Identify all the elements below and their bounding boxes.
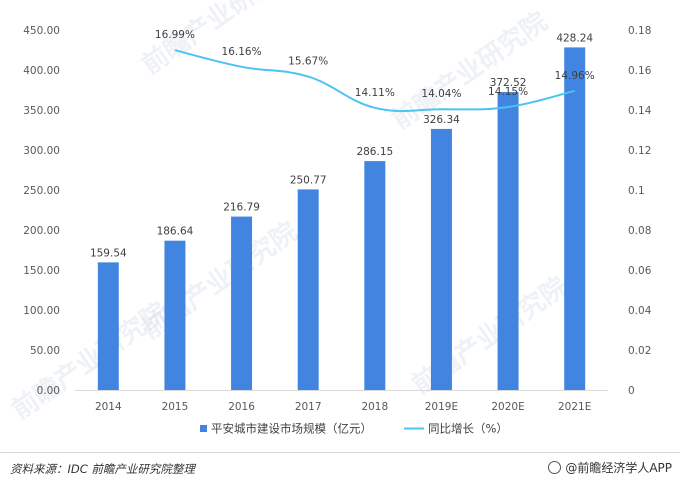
x-axis-tick-label: 2014 [95, 401, 122, 413]
x-axis-tick-label: 2021E [558, 401, 591, 413]
line-value-label: 15.67% [288, 56, 328, 68]
right-axis-tick-label: 0 [628, 385, 635, 397]
chart: 前瞻产业研究院前瞻产业研究院前瞻产业研究院前瞻产业研究院前瞻产业研究院 0.00… [0, 0, 680, 450]
line-value-label: 16.16% [222, 46, 262, 58]
x-axis-tick-label: 2019E [425, 401, 458, 413]
brand-credit: @前瞻经济学人APP [548, 459, 672, 476]
left-axis-tick-label: 300.00 [23, 145, 60, 157]
left-axis-tick-label: 150.00 [23, 265, 60, 277]
right-axis-tick-label: 0.04 [628, 305, 652, 317]
bar-series [98, 47, 585, 390]
bar [98, 262, 119, 390]
right-axis-tick-label: 0.06 [628, 265, 652, 277]
footer: 资料来源：IDC 前瞻产业研究院整理 @前瞻经济学人APP [0, 452, 680, 486]
bar [431, 129, 452, 390]
source-note: 资料来源：IDC 前瞻产业研究院整理 [10, 461, 195, 477]
brand-text: @前瞻经济学人APP [565, 459, 672, 476]
left-axis-tick-label: 50.00 [30, 345, 60, 357]
bar-value-label: 186.64 [157, 226, 194, 238]
x-axis-tick-label: 2020E [491, 401, 524, 413]
legend-line-label: 同比增长（%） [428, 422, 508, 436]
left-axis-tick-label: 350.00 [23, 105, 60, 117]
bar-value-label: 250.77 [290, 174, 327, 186]
bar-value-label: 286.15 [356, 146, 393, 158]
legend-bar-swatch [200, 425, 207, 432]
legend-bar-label: 平安城市建设市场规模（亿元） [211, 422, 372, 436]
bar [498, 92, 519, 390]
x-axis-tick-label: 2017 [295, 401, 322, 413]
line-value-label: 14.11% [355, 87, 395, 99]
right-axis-tick-label: 0.08 [628, 225, 651, 237]
line-value-label: 14.96% [555, 70, 595, 82]
brand-logo-icon [548, 461, 561, 474]
x-axis-tick-label: 2016 [228, 401, 255, 413]
bar-value-label: 326.34 [423, 114, 460, 126]
bar [364, 161, 385, 390]
left-axis-tick-label: 200.00 [23, 225, 60, 237]
x-axis-tick-label: 2018 [361, 401, 388, 413]
left-axis-tick-label: 100.00 [23, 305, 60, 317]
line-value-label: 14.04% [421, 88, 461, 100]
watermark-text: 前瞻产业研究院 [386, 6, 553, 136]
bar [564, 47, 585, 390]
left-axis-tick-label: 250.00 [23, 185, 60, 197]
bar [231, 217, 252, 390]
right-axis-tick-label: 0.12 [628, 145, 651, 157]
right-axis-tick-label: 0.14 [628, 105, 652, 117]
right-axis-tick-label: 0.16 [628, 65, 652, 77]
legend: 平安城市建设市场规模（亿元） 同比增长（%） [200, 422, 508, 436]
left-axis-tick-label: 0.00 [37, 385, 60, 397]
x-axis-tick-label: 2015 [162, 401, 189, 413]
right-axis-tick-label: 0.02 [628, 345, 651, 357]
bar [298, 189, 319, 390]
bar-value-label: 216.79 [223, 202, 260, 214]
left-axis-tick-label: 450.00 [23, 25, 60, 37]
line-value-label: 16.99% [155, 29, 195, 41]
right-axis-tick-label: 0.1 [628, 185, 645, 197]
bar [164, 241, 185, 390]
right-axis-tick-label: 0.18 [628, 25, 651, 37]
left-axis-tick-label: 400.00 [23, 65, 60, 77]
bar-value-label: 159.54 [90, 247, 127, 259]
line-value-label: 14.15% [488, 86, 528, 98]
bar-value-label: 428.24 [556, 32, 593, 44]
